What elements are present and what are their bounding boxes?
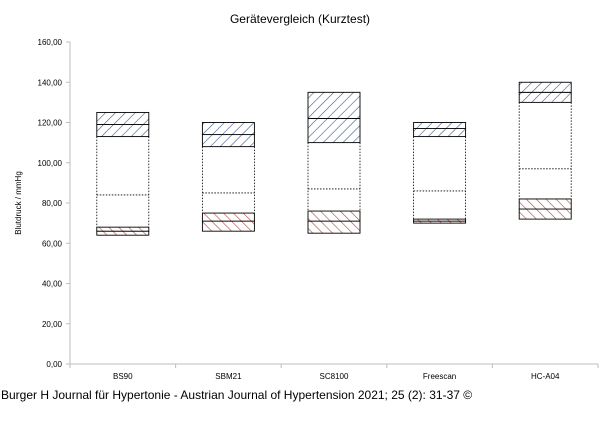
chart-title: Gerätevergleich (Kurztest): [230, 12, 370, 26]
diastolic-box-upper: [96, 226, 150, 232]
y-tick-label: 140,00: [38, 78, 63, 87]
source-caption: Burger H Journal für Hypertonie - Austri…: [1, 388, 473, 402]
diastolic-box-lower: [518, 208, 572, 220]
systolic-box-lower: [307, 118, 361, 144]
diastolic-box-upper: [413, 218, 467, 222]
systolic-box-upper: [307, 91, 361, 119]
x-tick-label: BS90: [113, 372, 133, 381]
systolic-box-lower: [201, 134, 255, 148]
chart-svg: Gerätevergleich (Kurztest) Blutdruck / m…: [14, 12, 599, 381]
systolic-box-lower: [96, 124, 150, 138]
diastolic-box-lower: [96, 230, 150, 236]
systolic-box-upper: [201, 122, 255, 136]
diastolic-box-upper: [201, 212, 255, 222]
diastolic-box-lower: [201, 220, 255, 232]
y-axis-label: Blutdruck / mmHg: [14, 171, 23, 235]
x-tick-label: HC-A04: [531, 372, 560, 381]
diastolic-box-upper: [518, 198, 572, 210]
systolic-box-upper: [413, 122, 467, 129]
y-tick-label: 40,00: [42, 280, 63, 289]
y-tick-label: 100,00: [38, 159, 63, 168]
y-tick-label: 120,00: [38, 119, 63, 128]
systolic-box-upper: [518, 81, 572, 93]
x-tick-label: Freescan: [423, 372, 456, 381]
diastolic-box-lower: [307, 220, 361, 234]
diastolic-box-upper: [307, 210, 361, 222]
x-tick-label: SC8100: [320, 372, 349, 381]
y-tick-label: 160,00: [38, 38, 63, 47]
y-tick-label: 60,00: [42, 239, 63, 248]
plot-area: 0,00 20,00 40,00 60,00 80,00 100,00 120,00 140,…: [38, 38, 599, 381]
y-tick-label: 20,00: [42, 320, 63, 329]
y-tick-label: 80,00: [42, 199, 63, 208]
y-tick-label: 0,00: [46, 360, 62, 369]
x-tick-label: SBM21: [215, 372, 242, 381]
chart-container: Gerätevergleich (Kurztest) Blutdruck / m…: [14, 12, 599, 381]
systolic-box-lower: [518, 91, 572, 103]
systolic-box-lower: [413, 128, 467, 138]
systolic-box-upper: [96, 111, 150, 125]
